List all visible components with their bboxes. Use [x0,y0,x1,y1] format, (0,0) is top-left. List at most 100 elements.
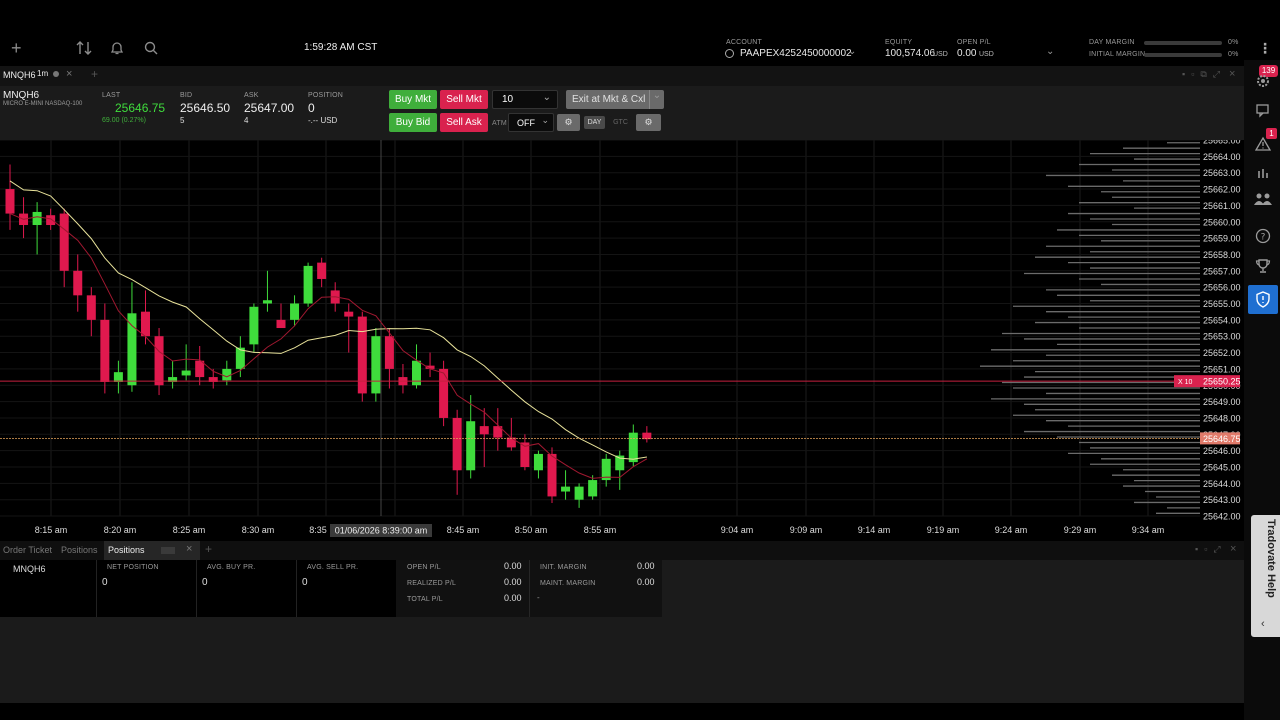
equity-unit: USD [933,51,948,58]
bar-chart-icon[interactable] [1257,166,1269,180]
sell-ask-button[interactable]: Sell Ask [440,113,488,132]
price-tick-label: 25655.00 [1203,299,1241,309]
open-pl-label: OPEN P/L [407,564,441,571]
plus-icon[interactable]: + [11,38,22,58]
close-icon[interactable]: × [186,543,193,555]
time-tick-label: 9:19 am [927,525,960,535]
window-controls-icon[interactable]: ▪▫⧉⤢ [1182,69,1227,79]
gear-icon[interactable]: ⚙ [636,114,661,131]
order-tag-bg [1174,375,1240,388]
atm-select[interactable]: OFF ⌄ [508,113,554,132]
buy-bid-button[interactable]: Buy Bid [389,113,437,132]
help-tab[interactable]: Tradovate Help ‹ [1251,515,1280,637]
moving-average-fast [9,213,648,479]
chart-tab-strip: MNQH6 1m × + ▪▫⧉⤢ × [0,66,1244,86]
candle-body [141,311,150,337]
candle-body [601,458,611,481]
divider [96,560,97,617]
chevron-down-icon[interactable]: ⌄ [1046,46,1055,57]
candle-body [412,360,421,386]
tab-positions[interactable]: Positions [61,545,98,555]
chevron-down-icon[interactable]: ⌄ [649,90,664,109]
price-tick-label: 25656.00 [1203,283,1241,293]
price-chart[interactable]: 25665.00 25664.00 25663.00 25662.00 25661.00… [0,136,1244,540]
candle-body [628,432,638,463]
candle-body [642,432,652,440]
candle-body [371,336,381,394]
time-tick-label: 8:55 am [584,525,617,535]
time-tick-label: 8:30 am [242,525,275,535]
chart-tab-symbol[interactable]: MNQH6 [3,70,36,80]
more-vertical-icon[interactable]: ⋮ [1258,40,1272,56]
initial-margin-label: INITIAL MARGIN [1089,51,1146,58]
add-tab-icon[interactable]: + [91,67,99,81]
notification-badge: 139 [1259,65,1278,77]
help-icon[interactable]: ? [1255,228,1271,244]
buy-market-button[interactable]: Buy Mkt [389,90,437,109]
day-tif-button[interactable]: DAY [584,116,605,129]
total-pl-label: TOTAL P/L [407,596,443,603]
exit-at-market-button[interactable]: Exit at Mkt & Cxl ⌄ [566,90,664,109]
add-tab-icon[interactable]: + [205,542,213,556]
account-value[interactable]: PAAPEX4252450000002 [740,48,852,59]
chevron-left-icon[interactable]: ‹ [1261,618,1265,630]
maint-margin-value: 0.00 [637,577,655,587]
candle-body [276,319,286,329]
net-position-value: 0 [102,577,108,588]
warning-icon[interactable] [1255,136,1271,152]
chart-canvas[interactable]: 25665.00 25664.00 25663.00 25662.00 25661.00… [0,136,1244,540]
price-tick-label: 25648.00 [1203,413,1241,423]
tab-dot-icon [53,71,59,77]
gear-icon[interactable]: ⚙ [557,114,580,131]
position-value: 0 [308,101,315,115]
close-icon[interactable]: × [1229,68,1236,80]
chat-icon[interactable] [1255,102,1271,118]
price-tick-label: 25649.00 [1203,397,1241,407]
chart-tab-interval[interactable]: 1m [37,69,49,78]
close-icon[interactable]: × [66,68,73,80]
quantity-select[interactable]: 10 ⌄ [492,90,558,109]
bottom-tab-strip: Order Ticket Positions Positions × + ▪▫⤢… [0,541,1244,560]
candle-body [290,303,300,320]
chevron-down-icon[interactable]: ⌄ [848,46,857,57]
equity-label: EQUITY [885,39,913,46]
window-controls-icon[interactable]: ▪▫⤢ [1195,544,1227,554]
crosshair-time-bg [330,524,432,537]
bell-icon[interactable] [109,40,125,56]
initial-margin-bar [1144,53,1222,57]
divider [296,560,297,617]
help-label: Tradovate Help [1265,519,1277,598]
openpl-value: 0.00 [957,48,977,59]
price-tick-label: 25660.00 [1203,217,1241,227]
ask-price: 25647.00 [244,101,295,115]
bid-label: BID [180,92,193,99]
position-label: POSITION [308,92,344,99]
sell-market-button[interactable]: Sell Mkt [440,90,488,109]
shield-button[interactable] [1248,285,1278,314]
gtc-tif-button[interactable]: GTC [610,116,631,129]
close-icon[interactable]: × [1230,543,1237,555]
price-tick-label: 25642.00 [1203,512,1241,522]
candle-body [5,189,15,214]
search-icon[interactable] [143,40,159,56]
last-price-tag-bg [1200,432,1240,445]
time-tick-label: 9:34 am [1132,525,1165,535]
candle-body [615,455,625,471]
users-icon[interactable] [1253,191,1273,207]
maint-margin-label: MAINT. MARGIN [540,580,596,587]
candle-body [425,365,435,369]
time-tick-label: 9:24 am [995,525,1028,535]
price-tick-label: 25661.00 [1203,201,1241,211]
tab-positions-active[interactable]: Positions × [104,541,200,560]
gear-icon[interactable] [1255,73,1271,89]
price-tick-label: 25657.00 [1203,266,1241,276]
trophy-icon[interactable] [1255,258,1271,274]
time-tick-label: 8:15 am [35,525,68,535]
price-tick-label: 25665.00 [1203,140,1241,146]
realized-pl-label: REALIZED P/L [407,580,457,587]
candle-body [317,262,327,279]
tab-order-ticket[interactable]: Order Ticket [3,545,53,555]
positions-symbol[interactable]: MNQH6 [13,564,46,574]
price-tick-label: 25651.00 [1203,364,1241,374]
sort-icon[interactable] [76,40,92,56]
